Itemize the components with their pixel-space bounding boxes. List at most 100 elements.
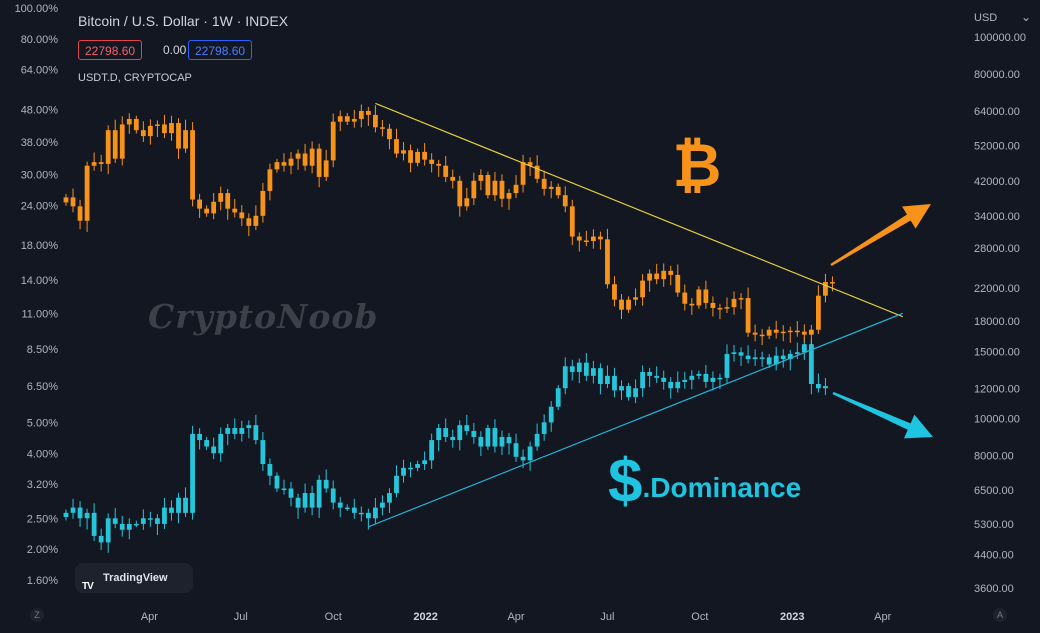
- usdt-candle: [197, 428, 203, 450]
- usdt-candle: [759, 351, 765, 367]
- btc-candle: [830, 276, 835, 292]
- right-axis-tick-label: 3600.00: [974, 583, 1014, 595]
- usdt-candle: [358, 506, 364, 522]
- usdt-candle: [204, 436, 210, 450]
- usdt-candle: [534, 423, 540, 451]
- btc-candle: [281, 153, 287, 172]
- usdt-candle: [337, 496, 343, 518]
- auto-scale-button[interactable]: A: [993, 608, 1007, 622]
- usdt-candle: [815, 373, 821, 393]
- btc-candle: [351, 110, 357, 128]
- bid-price-badge: 22798.60: [78, 40, 143, 60]
- usdt-candle: [183, 487, 188, 518]
- usdt-candle: [745, 345, 751, 364]
- right-axis-tick-label: 64000.00: [974, 106, 1020, 118]
- right-axis-tick-label: 100000.00: [974, 32, 1026, 44]
- usdt-candle: [527, 441, 533, 471]
- btc-candle: [752, 324, 758, 342]
- usdt-dominance-candles: [63, 336, 828, 553]
- btc-candle: [330, 113, 336, 168]
- left-axis-tick-label: 24.00%: [21, 200, 59, 212]
- btc-candle: [457, 175, 463, 217]
- usdt-candle: [541, 414, 547, 441]
- usdt-candle: [443, 418, 449, 443]
- currency-selector[interactable]: USD: [974, 12, 998, 24]
- btc-candle: [147, 119, 153, 145]
- btc-candle: [598, 231, 603, 250]
- usdt-candle: [239, 420, 245, 442]
- dollar-icon: $: [608, 447, 643, 516]
- btc-candle: [394, 128, 399, 158]
- right-axis-tick-label: 52000.00: [974, 140, 1020, 152]
- tradingview-badge[interactable]: TV TradingView: [75, 563, 193, 593]
- btc-candle: [590, 229, 596, 249]
- secondary-symbol-label: USDT.D, CRYPTOCAP: [78, 72, 192, 84]
- usdt-candle: [380, 495, 385, 516]
- btc-candle: [119, 116, 125, 166]
- btc-candle: [295, 149, 301, 170]
- btc-candle: [436, 159, 442, 177]
- spread-value: 0.00: [163, 43, 187, 57]
- usdt-candle: [583, 353, 589, 381]
- btc-candle: [548, 181, 554, 199]
- btc-candle: [773, 320, 779, 339]
- arrow-down-icon: [832, 391, 933, 439]
- right-axis-tick-label: 18000.00: [974, 316, 1020, 328]
- btc-candle: [513, 175, 519, 199]
- usdt-candle: [84, 508, 90, 530]
- forecast-arrows: [830, 203, 933, 439]
- btc-candle: [485, 171, 491, 199]
- usdt-candle: [344, 504, 350, 511]
- btc-candle: [759, 328, 765, 346]
- left-axis-ticks: 100.00% 80.00% 64.00% 48.00% 38.00% 30.00% 24.…: [15, 3, 59, 587]
- btc-candle: [218, 186, 224, 211]
- btc-candle: [344, 112, 350, 126]
- chevron-down-icon[interactable]: ⌄: [1021, 10, 1032, 24]
- btc-candle: [576, 232, 582, 252]
- left-axis-tick-label: 100.00%: [15, 3, 59, 15]
- btc-candle: [527, 157, 533, 176]
- usdt-candle: [808, 339, 814, 395]
- usdt-candle: [267, 458, 273, 486]
- time-axis-tick-label: Oct: [691, 611, 708, 623]
- left-axis-tick-label: 2.00%: [27, 544, 58, 556]
- usdt-candle: [91, 503, 97, 542]
- usdt-candle: [506, 432, 512, 455]
- left-axis-tick-label: 11.00%: [22, 308, 59, 320]
- btc-candle: [358, 104, 364, 128]
- usdt-candle: [752, 349, 758, 366]
- usdt-candle: [619, 380, 624, 400]
- zoom-button[interactable]: Z: [30, 608, 44, 622]
- usdt-candle: [633, 379, 638, 404]
- btc-candle: [302, 143, 308, 171]
- btc-candle: [183, 119, 188, 153]
- btc-candles: [63, 104, 835, 346]
- btc-candle: [555, 183, 561, 199]
- usdt-candle: [548, 401, 554, 432]
- btc-candle: [808, 324, 814, 345]
- btc-candle: [689, 298, 695, 315]
- btc-candle: [569, 199, 575, 246]
- btc-candle: [478, 169, 484, 191]
- usdt-candle: [408, 462, 413, 478]
- btc-candle: [415, 148, 420, 167]
- right-axis-tick-label: 10000.00: [974, 414, 1020, 426]
- btc-candle: [443, 156, 449, 182]
- right-axis-tick-label: 28000.00: [974, 243, 1020, 255]
- btc-candle: [815, 285, 821, 334]
- btc-candle: [801, 324, 807, 343]
- usdt-candle: [689, 370, 695, 390]
- btc-candle: [668, 265, 674, 286]
- usdt-candle: [555, 384, 561, 411]
- btc-candle: [619, 293, 624, 320]
- btc-candle: [274, 158, 280, 173]
- usdt-candle: [98, 528, 104, 551]
- usdt-candle: [703, 365, 709, 388]
- dominance-word: .Dominance: [642, 472, 802, 503]
- usdt-candle: [794, 342, 800, 360]
- right-axis-tick-label: 12000.00: [974, 383, 1020, 395]
- btc-candle: [77, 199, 83, 230]
- time-axis-ticks: Apr Jul Oct 2022 Apr Jul Oct 2023 Apr: [141, 611, 892, 623]
- btc-candle: [246, 213, 252, 237]
